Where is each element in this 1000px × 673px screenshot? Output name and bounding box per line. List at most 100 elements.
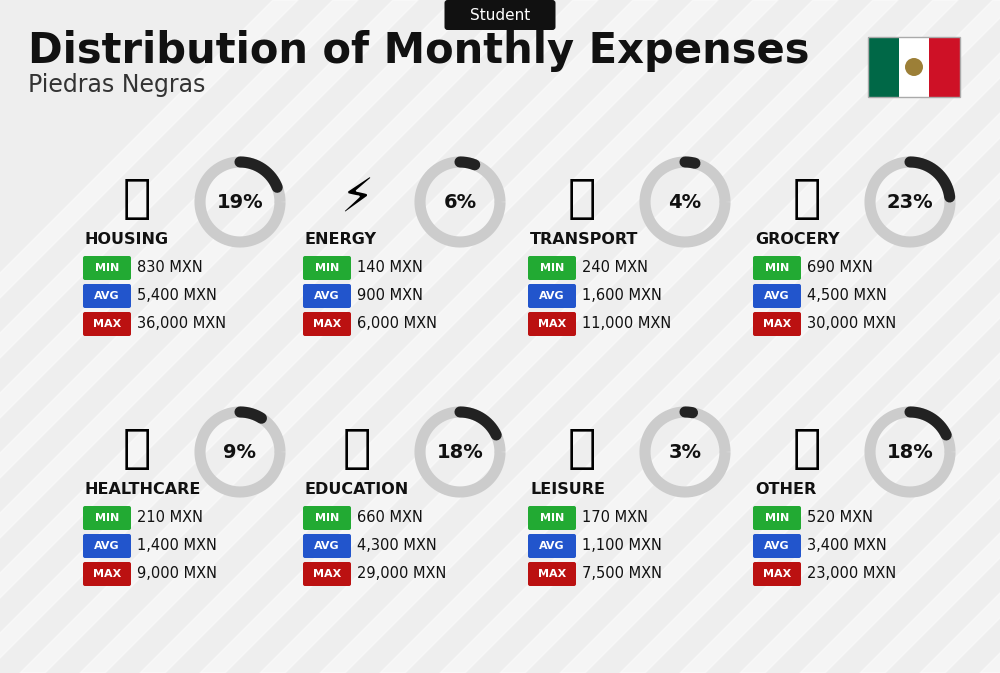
Text: HOUSING: HOUSING (85, 232, 169, 248)
FancyBboxPatch shape (753, 256, 801, 280)
Text: MIN: MIN (315, 263, 339, 273)
Text: 4,500 MXN: 4,500 MXN (807, 289, 887, 304)
Text: MIN: MIN (95, 263, 119, 273)
Text: HEALTHCARE: HEALTHCARE (85, 483, 201, 497)
Text: 7,500 MXN: 7,500 MXN (582, 567, 662, 581)
Text: MAX: MAX (538, 569, 566, 579)
Text: 9%: 9% (224, 443, 256, 462)
Text: 💰: 💰 (793, 427, 821, 472)
Circle shape (905, 58, 923, 76)
Text: EDUCATION: EDUCATION (305, 483, 409, 497)
FancyBboxPatch shape (753, 534, 801, 558)
Text: AVG: AVG (94, 541, 120, 551)
Text: 690 MXN: 690 MXN (807, 260, 873, 275)
Text: ENERGY: ENERGY (305, 232, 377, 248)
FancyBboxPatch shape (753, 284, 801, 308)
FancyBboxPatch shape (83, 534, 131, 558)
FancyBboxPatch shape (899, 37, 929, 97)
Text: 🛒: 🛒 (793, 178, 821, 223)
FancyBboxPatch shape (528, 284, 576, 308)
Text: MIN: MIN (765, 263, 789, 273)
FancyBboxPatch shape (929, 37, 960, 97)
Text: MAX: MAX (313, 319, 341, 329)
Text: AVG: AVG (314, 291, 340, 301)
Text: 660 MXN: 660 MXN (357, 511, 423, 526)
FancyBboxPatch shape (303, 256, 351, 280)
FancyBboxPatch shape (83, 284, 131, 308)
Text: MAX: MAX (313, 569, 341, 579)
Text: MIN: MIN (315, 513, 339, 523)
Text: AVG: AVG (539, 541, 565, 551)
Text: 9,000 MXN: 9,000 MXN (137, 567, 217, 581)
Text: MIN: MIN (765, 513, 789, 523)
Text: LEISURE: LEISURE (530, 483, 605, 497)
Text: 900 MXN: 900 MXN (357, 289, 423, 304)
Text: AVG: AVG (764, 291, 790, 301)
Text: 29,000 MXN: 29,000 MXN (357, 567, 446, 581)
Text: 23%: 23% (887, 192, 933, 211)
Text: Piedras Negras: Piedras Negras (28, 73, 205, 97)
Text: Student: Student (470, 7, 530, 22)
Text: MAX: MAX (538, 319, 566, 329)
FancyBboxPatch shape (83, 506, 131, 530)
Text: 23,000 MXN: 23,000 MXN (807, 567, 896, 581)
Text: 🚌: 🚌 (568, 178, 596, 223)
Text: 240 MXN: 240 MXN (582, 260, 648, 275)
FancyBboxPatch shape (753, 506, 801, 530)
Text: 🏥: 🏥 (123, 427, 151, 472)
Text: 18%: 18% (437, 443, 483, 462)
Text: 🛍: 🛍 (568, 427, 596, 472)
Text: TRANSPORT: TRANSPORT (530, 232, 638, 248)
Text: MAX: MAX (763, 319, 791, 329)
Text: 🏢: 🏢 (123, 178, 151, 223)
FancyBboxPatch shape (83, 312, 131, 336)
Text: AVG: AVG (94, 291, 120, 301)
Text: 36,000 MXN: 36,000 MXN (137, 316, 226, 332)
Text: ⚡: ⚡ (340, 178, 374, 223)
FancyBboxPatch shape (753, 562, 801, 586)
Text: 830 MXN: 830 MXN (137, 260, 203, 275)
Text: 140 MXN: 140 MXN (357, 260, 423, 275)
Text: 🎓: 🎓 (343, 427, 371, 472)
Text: MIN: MIN (540, 263, 564, 273)
Text: 3,400 MXN: 3,400 MXN (807, 538, 887, 553)
Text: MIN: MIN (95, 513, 119, 523)
FancyBboxPatch shape (528, 534, 576, 558)
Text: 30,000 MXN: 30,000 MXN (807, 316, 896, 332)
Text: MIN: MIN (540, 513, 564, 523)
FancyBboxPatch shape (303, 562, 351, 586)
FancyBboxPatch shape (528, 256, 576, 280)
Text: 520 MXN: 520 MXN (807, 511, 873, 526)
Text: 1,100 MXN: 1,100 MXN (582, 538, 662, 553)
Text: Distribution of Monthly Expenses: Distribution of Monthly Expenses (28, 30, 810, 72)
FancyBboxPatch shape (303, 534, 351, 558)
FancyBboxPatch shape (868, 37, 899, 97)
Text: 5,400 MXN: 5,400 MXN (137, 289, 217, 304)
FancyBboxPatch shape (528, 312, 576, 336)
FancyBboxPatch shape (303, 312, 351, 336)
Text: 3%: 3% (668, 443, 702, 462)
Text: OTHER: OTHER (755, 483, 816, 497)
Text: MAX: MAX (763, 569, 791, 579)
Text: 18%: 18% (887, 443, 933, 462)
Text: 1,400 MXN: 1,400 MXN (137, 538, 217, 553)
FancyBboxPatch shape (83, 562, 131, 586)
FancyBboxPatch shape (83, 256, 131, 280)
Text: GROCERY: GROCERY (755, 232, 840, 248)
Text: 6,000 MXN: 6,000 MXN (357, 316, 437, 332)
Text: 1,600 MXN: 1,600 MXN (582, 289, 662, 304)
FancyBboxPatch shape (753, 312, 801, 336)
FancyBboxPatch shape (303, 506, 351, 530)
Text: 210 MXN: 210 MXN (137, 511, 203, 526)
Text: 170 MXN: 170 MXN (582, 511, 648, 526)
FancyBboxPatch shape (528, 506, 576, 530)
FancyBboxPatch shape (444, 0, 556, 30)
Text: 19%: 19% (217, 192, 263, 211)
Text: 11,000 MXN: 11,000 MXN (582, 316, 671, 332)
Text: AVG: AVG (314, 541, 340, 551)
Text: 6%: 6% (443, 192, 477, 211)
FancyBboxPatch shape (303, 284, 351, 308)
Text: 4%: 4% (668, 192, 702, 211)
Text: AVG: AVG (764, 541, 790, 551)
Text: 4,300 MXN: 4,300 MXN (357, 538, 437, 553)
